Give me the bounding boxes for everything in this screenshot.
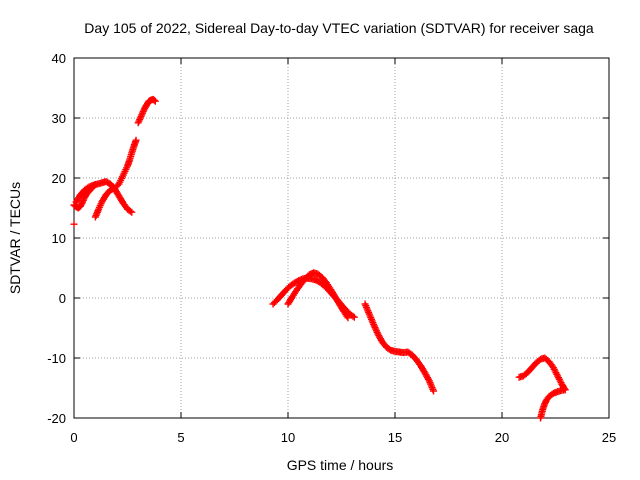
data-point	[135, 117, 143, 125]
x-tick-label: 20	[495, 430, 509, 445]
x-tick-label: 0	[70, 430, 77, 445]
data-point	[137, 112, 145, 120]
data-point	[372, 327, 380, 335]
y-tick-label: 40	[52, 51, 66, 66]
data-point	[136, 116, 144, 124]
x-tick-label: 10	[281, 430, 295, 445]
x-axis-ticks: 0 5 10 15 20 25	[70, 58, 616, 445]
data-point	[139, 108, 147, 116]
y-tick-label: 0	[59, 291, 66, 306]
chart-title: Day 105 of 2022, Sidereal Day-to-day VTE…	[84, 20, 594, 36]
y-tick-label: -10	[47, 351, 66, 366]
data-point	[370, 320, 378, 328]
data-point	[370, 322, 378, 330]
data-point	[372, 325, 380, 333]
data-point	[138, 111, 146, 119]
data-point	[561, 386, 569, 394]
data-point	[349, 312, 357, 320]
data-point	[126, 207, 134, 215]
data-point	[138, 109, 146, 117]
data-point	[134, 119, 142, 127]
x-axis-label: GPS time / hours	[287, 457, 394, 473]
y-axis-ticks: -20 -10 0 10 20 30 40	[47, 51, 609, 426]
x-tick-label: 25	[602, 430, 616, 445]
data-point	[373, 328, 381, 336]
data-point	[128, 208, 136, 216]
data-point	[136, 114, 144, 122]
data-point	[79, 198, 87, 206]
x-tick-label: 15	[388, 430, 402, 445]
data-point	[150, 96, 158, 104]
data-point	[371, 324, 379, 332]
data-point	[350, 313, 358, 321]
data-point	[79, 196, 87, 204]
grid	[74, 58, 609, 418]
data-point	[430, 387, 438, 395]
data-point	[424, 375, 432, 383]
data-point	[344, 314, 352, 322]
data-point	[132, 136, 140, 144]
data-points	[70, 95, 569, 422]
y-tick-label: 20	[52, 171, 66, 186]
y-tick-label: 30	[52, 111, 66, 126]
y-tick-label: -20	[47, 411, 66, 426]
data-point	[151, 97, 159, 105]
y-axis-label: SDTVAR / TECUs	[7, 182, 23, 294]
x-tick-label: 5	[177, 430, 184, 445]
y-tick-label: 10	[52, 231, 66, 246]
data-point	[70, 220, 78, 228]
